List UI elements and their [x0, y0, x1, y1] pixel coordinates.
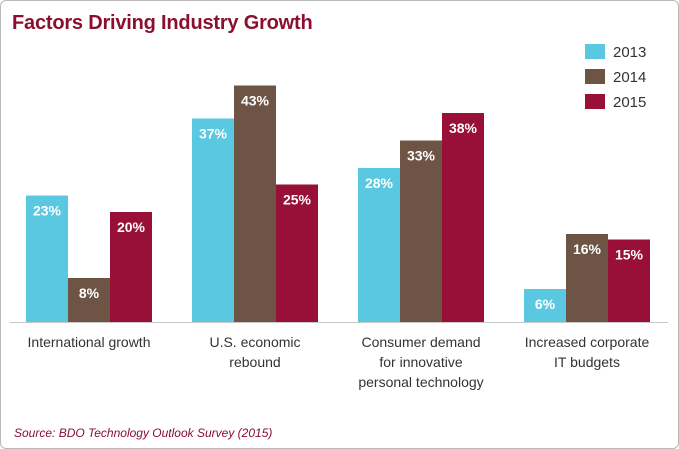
source-note: Source: BDO Technology Outlook Survey (2… [14, 426, 273, 440]
bar-2015-cat1 [110, 212, 152, 322]
bar-2015-cat3 [442, 113, 484, 322]
category-label-4-line1: Increased corporate [525, 334, 650, 350]
category-label-3-line1: Consumer demand [361, 334, 480, 350]
data-label-2013-cat2: 37% [199, 126, 228, 142]
chart-title: Factors Driving Industry Growth [12, 12, 313, 34]
bar-2015-cat4 [608, 239, 650, 322]
data-label-2013-cat3: 28% [365, 175, 394, 191]
data-label-2014-cat4: 16% [573, 241, 602, 257]
bar-2014-cat2 [234, 85, 276, 322]
legend-swatch-2013 [585, 44, 605, 59]
data-label-2015-cat2: 25% [283, 192, 312, 208]
bar-2013-cat1 [26, 195, 68, 322]
category-label-3-line3: personal technology [358, 374, 483, 390]
legend-label-2014: 2014 [613, 69, 646, 86]
data-label-2014-cat1: 8% [79, 285, 100, 301]
data-label-2015-cat3: 38% [449, 120, 478, 136]
legend-swatch-2015 [585, 94, 605, 109]
data-label-2014-cat2: 43% [241, 93, 270, 109]
data-label-2014-cat3: 33% [407, 148, 436, 164]
data-label-2013-cat1: 23% [33, 203, 62, 219]
category-label-2-line1: U.S. economic [209, 334, 300, 350]
legend-swatch-2014 [585, 69, 605, 84]
category-label-4-line2: IT budgets [554, 354, 620, 370]
bar-2013-cat4 [524, 289, 566, 322]
category-label-2-line2: rebound [229, 354, 280, 370]
category-label-1-line1: International growth [28, 334, 151, 350]
bar-2014-cat4 [566, 234, 608, 322]
bar-2015-cat2 [276, 184, 318, 322]
bar-2013-cat3 [358, 168, 400, 322]
legend-label-2013: 2013 [613, 44, 646, 61]
bar-2014-cat1 [68, 278, 110, 322]
data-label-2013-cat4: 6% [535, 296, 556, 312]
category-label-3-line2: for innovative [379, 354, 462, 370]
bar-2013-cat2 [192, 118, 234, 322]
data-label-2015-cat1: 20% [117, 219, 146, 235]
bar-2014-cat3 [400, 140, 442, 322]
legend-label-2015: 2015 [613, 94, 646, 111]
data-label-2015-cat4: 15% [615, 247, 644, 263]
